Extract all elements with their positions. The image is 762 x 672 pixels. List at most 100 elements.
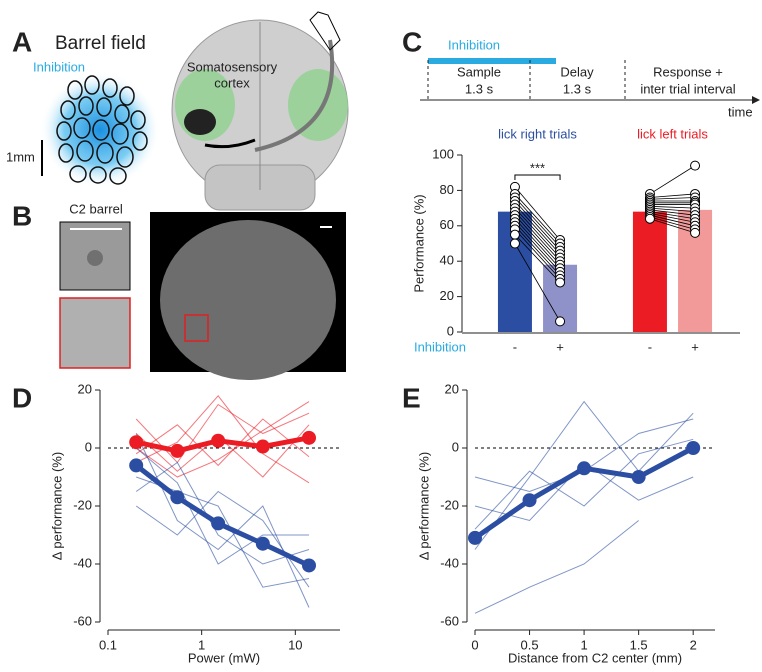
- subject-line: [514, 200, 561, 251]
- y-tick-label: 20: [78, 381, 92, 396]
- subject-line: [474, 418, 694, 493]
- x-tick-label: -: [513, 339, 517, 354]
- mean-point: [255, 536, 270, 551]
- x-tick-label: 1: [580, 637, 587, 652]
- subject-point: [644, 213, 655, 224]
- mean-point: [686, 441, 701, 455]
- y-axis-label: Performance (%): [411, 194, 426, 292]
- x-tick-label: 1.5: [630, 637, 648, 652]
- y-tick-label: 80: [440, 182, 454, 197]
- y-tick-label: 20: [440, 288, 454, 303]
- mean-point: [302, 558, 317, 573]
- panel-letter: C: [402, 26, 422, 57]
- subject-line: [649, 193, 696, 198]
- y-tick-label: -40: [73, 555, 92, 570]
- cortex-surface: [160, 220, 336, 380]
- subject-line: [649, 216, 696, 230]
- barrel-spot: [87, 250, 103, 266]
- y-tick-label: 60: [440, 217, 454, 232]
- roi-box: [184, 314, 209, 342]
- panel-letter: B: [12, 200, 32, 231]
- subject-line: [135, 418, 310, 467]
- y-tick-label: 20: [445, 381, 459, 396]
- epoch-label: Delay: [560, 64, 594, 79]
- subject-line: [649, 207, 696, 213]
- x-axis-label: Distance from C2 center (mm): [508, 650, 682, 665]
- cortex-label: cortex: [214, 75, 250, 90]
- subject-line: [649, 211, 696, 220]
- subject-line: [514, 207, 561, 258]
- subject-line: [514, 243, 561, 322]
- x-tick-label: +: [556, 339, 564, 354]
- mean-point: [170, 443, 185, 458]
- subject-line: [135, 433, 310, 608]
- x-tick-label: 0: [471, 637, 478, 652]
- significance-bracket: [514, 174, 561, 180]
- subject-line: [649, 197, 696, 200]
- inhibition-bar: [428, 58, 556, 64]
- subject-line: [514, 197, 561, 248]
- subject-line: [514, 221, 561, 273]
- y-tick-label: -40: [440, 555, 459, 570]
- subject-line: [474, 520, 639, 614]
- x-tick-label: 0.5: [521, 637, 539, 652]
- mean-point: [577, 461, 592, 476]
- subject-line: [649, 165, 696, 195]
- subject-line: [474, 400, 694, 550]
- time-arrow: [752, 96, 760, 104]
- subject-line: [514, 193, 561, 244]
- y-axis-label: Δ performance (%): [49, 452, 64, 560]
- subject-line: [649, 213, 696, 223]
- subject-point: [555, 316, 566, 327]
- mean-point: [468, 530, 482, 545]
- mean-point: [211, 433, 226, 448]
- subject-line: [514, 214, 561, 266]
- time-label: time: [728, 104, 753, 119]
- epoch-label: Response +: [653, 64, 723, 79]
- barrel-sketch: [40, 72, 160, 188]
- mean-point: [129, 458, 144, 473]
- epoch-label: 1.3 s: [563, 81, 592, 96]
- subject-line: [135, 490, 310, 588]
- vessel-image: [59, 297, 131, 369]
- mean-point: [129, 435, 144, 450]
- y-tick-label: -20: [73, 497, 92, 512]
- y-tick-label: 0: [452, 439, 459, 454]
- group-label: lick left trials: [637, 126, 708, 141]
- y-tick-label: -20: [440, 497, 459, 512]
- group-label: lick right trials: [498, 126, 577, 141]
- subject-line: [649, 209, 696, 216]
- mean-point: [631, 470, 646, 484]
- subject-line: [136, 476, 310, 588]
- inhibition-label: Inhibition: [448, 37, 500, 52]
- mean-point: [170, 490, 185, 505]
- x-tick-label: 2: [690, 637, 697, 652]
- subject-line: [649, 214, 696, 227]
- epoch-label: Sample: [457, 64, 501, 79]
- y-tick-label: -60: [440, 613, 459, 628]
- subject-line: [135, 424, 310, 478]
- subject-point: [690, 227, 701, 238]
- x-tick-label: +: [691, 339, 699, 354]
- subject-line: [514, 218, 561, 269]
- subject-line: [649, 218, 696, 234]
- significance-label: ***: [530, 160, 545, 175]
- x-tick-label: 1: [198, 637, 205, 652]
- epoch-label: 1.3 s: [465, 81, 494, 96]
- x-tick-label: 0.1: [99, 637, 117, 652]
- subject-point: [555, 277, 566, 288]
- subject-line: [135, 461, 310, 565]
- y-tick-label: 100: [432, 146, 454, 161]
- y-tick-label: 40: [440, 253, 454, 268]
- subject-line: [514, 234, 561, 283]
- subject-line: [649, 205, 696, 209]
- panel-letter: A: [12, 26, 32, 57]
- scale-label: 1mm: [6, 149, 35, 164]
- mean-point: [522, 493, 537, 508]
- epoch-label: inter trial interval: [640, 81, 735, 96]
- subject-line: [514, 229, 561, 280]
- y-tick-label: 0: [447, 323, 454, 338]
- mean-point: [302, 430, 317, 445]
- subject-point: [509, 229, 520, 240]
